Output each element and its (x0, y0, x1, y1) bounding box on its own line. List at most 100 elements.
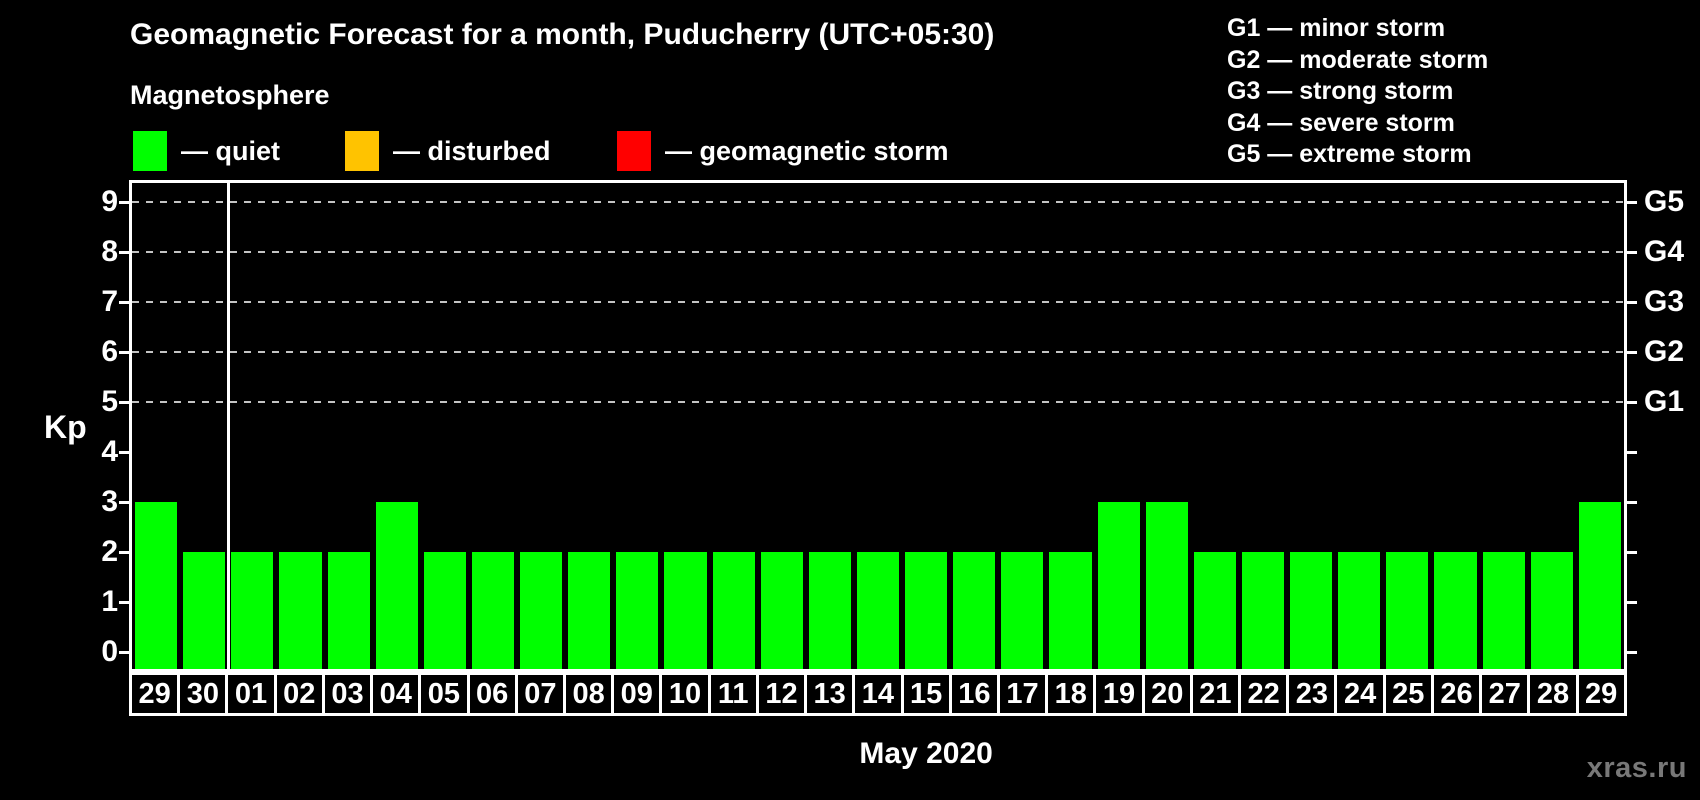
y-axis-tick-4 (119, 451, 129, 454)
date-cell-may-07: 07 (514, 672, 566, 716)
right-axis-tick-8 (1627, 251, 1637, 254)
y-axis-label-4: 4 (101, 435, 118, 468)
y-axis-tick-6 (119, 351, 129, 354)
date-cell-may-01: 01 (225, 672, 277, 716)
date-cell-may-29: 29 (1575, 672, 1627, 716)
g-scale-legend-line-3: G3 — strong storm (1227, 77, 1454, 105)
right-axis-label-g2: G2 (1644, 335, 1685, 368)
right-axis-label-g5: G5 (1644, 185, 1685, 218)
kp-bar-02 (279, 552, 322, 669)
y-axis-label-0: 0 (101, 635, 118, 668)
y-axis-tick-3 (119, 501, 129, 504)
kp-bar-23 (1290, 552, 1333, 669)
kp-bar-14 (856, 552, 900, 669)
kp-bar-15 (905, 552, 948, 669)
date-cell-may-06: 06 (466, 672, 518, 716)
g-scale-legend-line-5: G5 — extreme storm (1227, 140, 1472, 168)
date-cell-may-22: 22 (1238, 672, 1290, 716)
right-axis-tick-1 (1627, 601, 1637, 604)
gridline-kp-7 (132, 301, 1624, 303)
kp-bar-18 (1049, 552, 1092, 669)
date-cell-may-12: 12 (755, 672, 808, 716)
gridline-kp-5 (132, 401, 1624, 403)
kp-bar-29 (1578, 502, 1621, 669)
plot-area (129, 180, 1627, 672)
y-axis-tick-5 (119, 401, 129, 404)
magnetosphere-label: Magnetosphere (130, 80, 330, 110)
date-cell-may-05: 05 (418, 672, 470, 716)
kp-bar-13 (808, 552, 851, 669)
kp-bar-17 (1001, 552, 1044, 669)
y-axis-tick-9 (119, 201, 129, 204)
geomagnetic-storm-color-swatch (617, 131, 651, 171)
date-cell-may-15: 15 (900, 672, 952, 716)
y-axis-tick-2 (119, 551, 129, 554)
date-cell-may-10: 10 (659, 672, 711, 716)
date-cell-may-16: 16 (948, 672, 1000, 716)
kp-bar-05 (423, 552, 466, 669)
y-axis-label-2: 2 (101, 535, 118, 568)
kp-bar-29 (135, 502, 178, 669)
y-axis-label-3: 3 (101, 485, 118, 518)
right-axis-tick-7 (1627, 301, 1637, 304)
y-axis-label-1: 1 (101, 585, 118, 618)
g-scale-legend-line-2: G2 — moderate storm (1227, 45, 1489, 74)
right-axis-tick-0 (1627, 651, 1637, 654)
kp-bar-01 (231, 552, 274, 669)
kp-bar-25 (1386, 552, 1429, 669)
legend-item-disturbed: — disturbed (345, 131, 551, 171)
date-cell-apr-30: 30 (177, 672, 229, 716)
legend-label-disturbed: — disturbed (393, 135, 551, 166)
date-cell-may-27: 27 (1479, 672, 1531, 716)
date-cell-may-09: 09 (611, 672, 663, 716)
legend-label-geomagnetic-storm: — geomagnetic storm (665, 135, 949, 166)
kp-bar-12 (760, 552, 803, 669)
date-cell-may-17: 17 (996, 672, 1049, 716)
kp-bar-27 (1482, 552, 1525, 669)
kp-bar-19 (1097, 502, 1140, 669)
kp-bar-24 (1338, 552, 1381, 669)
g-scale-legend: G1 — minor storm G2 — moderate storm G3 — … (1227, 13, 1488, 171)
y-axis-label-6: 6 (101, 335, 118, 368)
legend-item-geomagnetic-storm: — geomagnetic storm (617, 131, 949, 171)
date-cell-may-28: 28 (1527, 672, 1579, 716)
date-cell-may-02: 02 (273, 672, 325, 716)
gridline-kp-6 (132, 351, 1624, 353)
kp-bar-07 (520, 552, 563, 669)
date-cell-may-20: 20 (1141, 672, 1193, 716)
date-cell-may-21: 21 (1189, 672, 1242, 716)
right-axis-tick-3 (1627, 501, 1637, 504)
date-cell-may-14: 14 (852, 672, 904, 716)
gridline-kp-8 (132, 251, 1624, 253)
y-axis-label-9: 9 (101, 185, 118, 218)
kp-bar-10 (664, 552, 707, 669)
kp-bar-11 (712, 552, 755, 669)
kp-bar-03 (327, 552, 370, 669)
date-cell-may-26: 26 (1430, 672, 1483, 716)
kp-bar-21 (1193, 552, 1236, 669)
g-scale-legend-line-4: G4 — severe storm (1227, 108, 1455, 137)
date-cell-may-23: 23 (1286, 672, 1338, 716)
watermark: xras.ru (1586, 752, 1687, 784)
page-title: Geomagnetic Forecast for a month, Puduch… (130, 18, 995, 51)
date-cell-may-18: 18 (1045, 672, 1097, 716)
date-cell-may-13: 13 (804, 672, 856, 716)
kp-bar-16 (953, 552, 996, 669)
right-axis-label-g4: G4 (1644, 235, 1685, 268)
kp-bar-26 (1434, 552, 1477, 669)
kp-bar-06 (471, 552, 515, 669)
gridline-kp-9 (132, 201, 1624, 203)
y-axis-title: Kp (44, 409, 87, 445)
x-axis-date-row: 29 30 01 02 03 04 05 06 07 08 09 10 11 12 13 14 15 16 17 18… (129, 672, 1627, 716)
legend-item-quiet: — quiet (133, 131, 280, 171)
right-axis-label-g1: G1 (1644, 385, 1685, 418)
right-axis-label-g3: G3 (1644, 285, 1685, 318)
month-separator-line (226, 183, 230, 669)
date-cell-may-11: 11 (707, 672, 759, 716)
right-axis-tick-6 (1627, 351, 1637, 354)
right-axis-tick-4 (1627, 451, 1637, 454)
y-axis-tick-8 (119, 251, 129, 254)
legend-label-quiet: — quiet (181, 135, 280, 166)
date-cell-apr-29: 29 (129, 672, 181, 716)
